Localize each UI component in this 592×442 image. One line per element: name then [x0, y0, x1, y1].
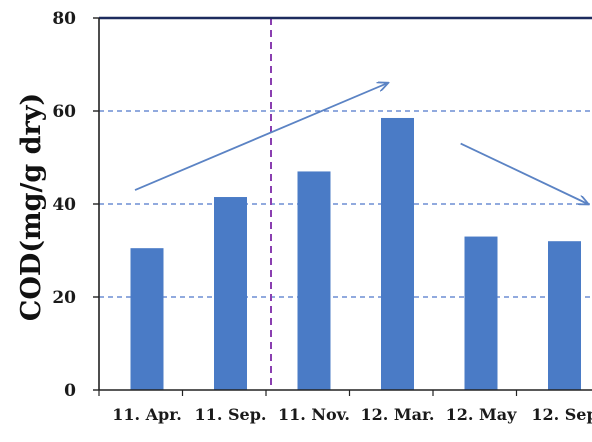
annotations: [134, 18, 588, 390]
x-tick-label: 12. Sep: [531, 405, 592, 424]
x-tick-label: 12. Mar.: [360, 405, 434, 424]
decrease-trend-arrow: [460, 142, 588, 204]
x-tick-label: 11. Nov.: [278, 405, 350, 424]
y-axis-title: COD(mg/g dry): [16, 93, 47, 321]
x-tick-label: 11. Apr.: [112, 405, 182, 424]
bar: [464, 236, 498, 390]
bar: [297, 171, 331, 390]
bar: [548, 241, 581, 390]
y-tick-label: 60: [52, 102, 76, 122]
y-tick-label: 80: [52, 9, 76, 29]
bar: [381, 117, 414, 390]
y-tick-label: 20: [52, 288, 76, 308]
grid-lines: [99, 110, 592, 298]
y-tick-label: 0: [64, 381, 76, 401]
x-tick-label: 11. Sep.: [195, 405, 267, 424]
y-tick-label: 40: [52, 195, 76, 215]
x-tick-label: 12. May: [446, 405, 517, 424]
bars: [130, 117, 581, 390]
bar: [214, 197, 247, 390]
axes: [93, 16, 592, 396]
increase-trend-arrow: [134, 83, 388, 191]
labels: 0 20 40 60 80 11. Apr. 11. Sep. 11. Nov. 12. Mar…: [52, 9, 592, 424]
bar: [130, 248, 164, 390]
